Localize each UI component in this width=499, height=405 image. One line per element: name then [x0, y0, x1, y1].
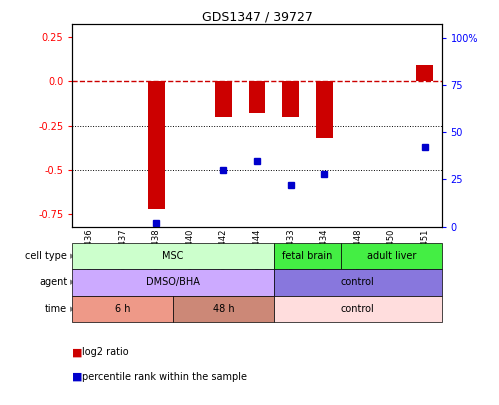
Bar	[417, 65, 433, 81]
Bar	[249, 81, 265, 113]
Bar	[148, 81, 165, 209]
Bar	[316, 81, 332, 138]
Text: 6 h: 6 h	[115, 304, 130, 314]
Text: 48 h: 48 h	[213, 304, 234, 314]
Title: GDS1347 / 39727: GDS1347 / 39727	[202, 10, 312, 23]
Text: DMSO/BHA: DMSO/BHA	[146, 277, 200, 288]
Text: MSC: MSC	[162, 251, 184, 261]
Bar	[282, 81, 299, 117]
Text: cell type: cell type	[25, 251, 67, 261]
Text: adult liver: adult liver	[367, 251, 416, 261]
Text: ▶: ▶	[70, 279, 75, 286]
Text: ▶: ▶	[70, 253, 75, 259]
Text: percentile rank within the sample: percentile rank within the sample	[82, 372, 248, 382]
Text: control: control	[341, 277, 375, 288]
Text: ■: ■	[72, 347, 83, 357]
Text: control: control	[341, 304, 375, 314]
Text: agent: agent	[39, 277, 67, 288]
Text: ■: ■	[72, 372, 83, 382]
Text: time: time	[45, 304, 67, 314]
Text: log2 ratio: log2 ratio	[82, 347, 129, 357]
Text: fetal brain: fetal brain	[282, 251, 332, 261]
Bar	[215, 81, 232, 117]
Text: ▶: ▶	[70, 306, 75, 312]
